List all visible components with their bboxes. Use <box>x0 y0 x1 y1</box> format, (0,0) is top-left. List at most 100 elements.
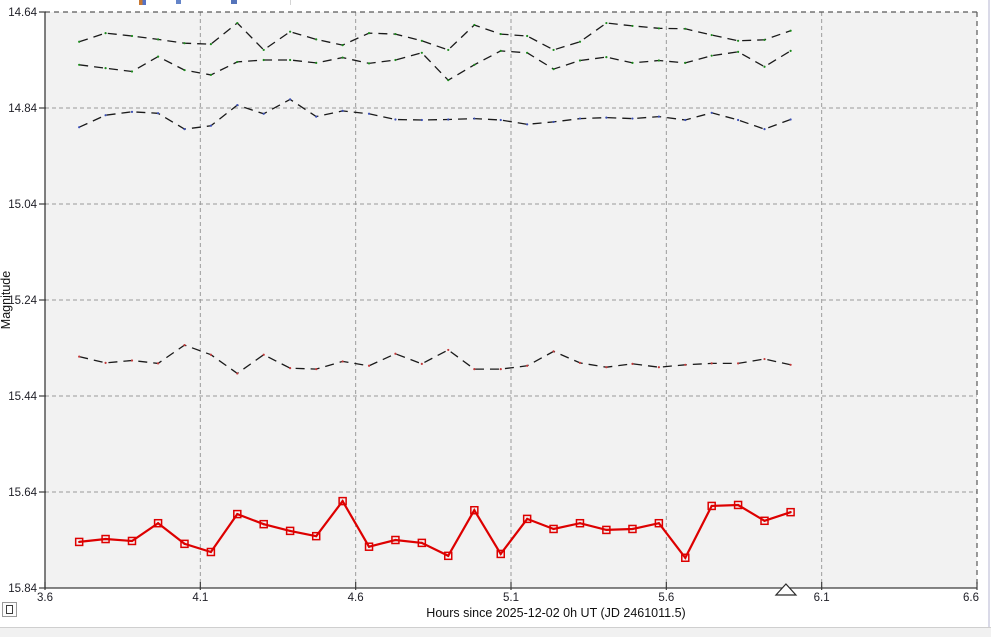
x-tick-label: 4.6 <box>348 592 364 604</box>
target-star-marker-dot <box>420 541 423 544</box>
comparison-star-1-point <box>183 42 186 45</box>
comparison-star-2-point <box>78 63 81 66</box>
comparison-star-3-point <box>367 112 371 115</box>
comparison-star-1-point <box>209 43 212 46</box>
comparison-star-2-point <box>789 49 792 52</box>
target-star-marker[interactable] <box>443 551 453 561</box>
comparison-star-3-point <box>315 115 318 118</box>
comparison-star-1-point <box>763 38 766 41</box>
target-star-marker-dot <box>447 554 450 557</box>
target-star-marker[interactable] <box>338 496 347 506</box>
comparison-star-3-point <box>605 116 608 119</box>
comparison-star-4-point <box>447 348 450 352</box>
comparison-star-1-point <box>789 29 792 32</box>
comparison-star-3-point <box>262 112 265 115</box>
target-star-marker[interactable] <box>786 507 795 517</box>
target-star-marker[interactable] <box>417 538 427 548</box>
target-star-marker[interactable] <box>654 518 664 528</box>
target-star-marker[interactable] <box>575 518 585 528</box>
target-star-marker[interactable] <box>101 534 110 544</box>
target-star-marker[interactable] <box>760 516 769 526</box>
comparison-star-2-point <box>657 59 660 62</box>
comparison-star-4-point <box>736 362 740 365</box>
comparison-star-2-point <box>420 51 423 54</box>
corner-button[interactable] <box>2 602 17 617</box>
comparison-star-3-point <box>289 98 292 101</box>
target-star-marker[interactable] <box>311 531 321 541</box>
x-tick-label: 6.1 <box>814 592 830 604</box>
comparison-star-1-point <box>710 33 713 37</box>
target-star-marker[interactable] <box>522 514 532 524</box>
target-star-marker[interactable] <box>259 519 268 529</box>
y-tick-label: 14.64 <box>8 7 37 19</box>
y-axis-title: Magnitude <box>0 271 13 329</box>
target-star-marker-dot <box>578 522 582 525</box>
comparison-star-4-point <box>341 360 344 363</box>
comparison-star-1-point <box>631 24 634 28</box>
target-star-marker-dot <box>236 512 239 516</box>
target-star-marker[interactable] <box>733 500 743 510</box>
comparison-star-4-point <box>156 362 160 365</box>
target-star-marker-dot <box>684 556 687 559</box>
comparison-star-4-point <box>684 363 687 366</box>
target-star-marker-dot <box>289 529 292 532</box>
comparison-star-2-point <box>526 51 529 54</box>
target-star-marker[interactable] <box>628 524 637 534</box>
comparison-star-4-point <box>367 364 371 367</box>
comparison-star-4-point <box>104 361 107 364</box>
comparison-star-1-point <box>552 48 555 52</box>
target-star-marker[interactable] <box>233 509 242 519</box>
target-star-marker[interactable] <box>285 526 295 536</box>
comparison-star-4-point <box>526 364 529 367</box>
target-star-marker[interactable] <box>681 553 690 563</box>
x-tick-label: 5.6 <box>658 592 674 604</box>
comparison-star-4-point <box>657 366 660 369</box>
y-tick-label: 14.84 <box>8 103 37 115</box>
axis-cursor-triangle-icon[interactable] <box>774 583 798 596</box>
target-star-marker[interactable] <box>364 542 374 551</box>
comparison-star-1-point <box>447 48 450 52</box>
comparison-star-3-point <box>710 111 713 114</box>
target-star-marker[interactable] <box>127 536 137 546</box>
target-star-marker[interactable] <box>602 525 611 535</box>
comparison-star-1-point <box>315 38 318 41</box>
target-star-marker[interactable] <box>74 537 84 547</box>
target-star-marker[interactable] <box>180 539 189 549</box>
comparison-star-1-point <box>341 44 344 47</box>
comparison-star-3-point <box>341 109 344 112</box>
target-star-marker-dot <box>499 552 502 556</box>
comparison-star-4-line <box>79 344 791 375</box>
target-star-marker-dot <box>394 538 397 542</box>
comparison-star-2-point <box>236 60 239 64</box>
comparison-star-3-point <box>499 118 502 122</box>
target-star-marker[interactable] <box>549 524 558 534</box>
comparison-star-2-point <box>684 61 687 64</box>
toolbar-icon-fragment <box>139 0 146 5</box>
target-star-marker[interactable] <box>496 549 505 559</box>
comparison-star-2-point <box>394 58 397 62</box>
target-star-marker[interactable] <box>391 535 400 545</box>
toolbar-icon-fragment <box>176 0 181 4</box>
comparison-star-3-point <box>156 112 160 115</box>
comparison-star-1-point <box>420 39 423 42</box>
comparison-star-4-point <box>789 363 792 366</box>
target-star-marker[interactable] <box>153 518 163 528</box>
target-star-marker[interactable] <box>707 501 716 511</box>
target-star-marker[interactable] <box>206 547 216 557</box>
comparison-star-2-point <box>605 56 608 59</box>
comparison-star-4-point <box>394 352 397 355</box>
target-star-marker-dot <box>789 511 792 514</box>
comparison-star-4-point <box>499 368 502 371</box>
clipped-toolbar <box>0 0 991 5</box>
target-star-marker[interactable] <box>470 505 479 515</box>
comparison-star-2-point <box>130 70 134 73</box>
comparison-star-1-point <box>289 30 292 33</box>
target-star-marker-dot <box>763 519 766 522</box>
x-tick-label: 6.6 <box>963 592 979 604</box>
comparison-star-1-point <box>367 32 371 35</box>
comparison-star-2-point <box>209 73 212 76</box>
comparison-star-2-point <box>499 49 502 52</box>
target-star-marker-dot <box>552 527 555 531</box>
comparison-star-3-point <box>631 117 634 120</box>
